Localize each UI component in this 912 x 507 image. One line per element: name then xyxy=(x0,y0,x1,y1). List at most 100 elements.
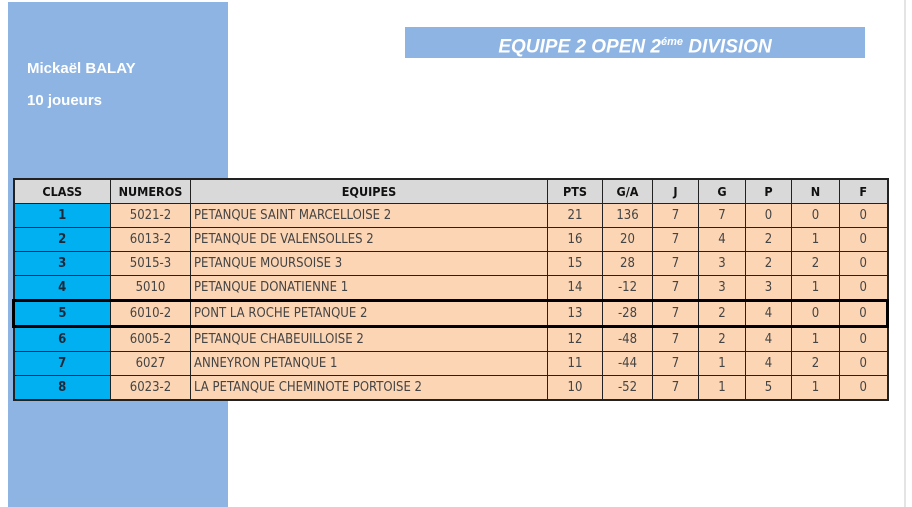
cell-numeros: 6013-2 xyxy=(110,227,191,252)
table-row: 7 6027 ANNEYRON PETANQUE 1 11 -44 7 1 4 2 0 xyxy=(13,351,888,376)
cell-n: 2 xyxy=(791,251,840,276)
cell-numeros: 6023-2 xyxy=(110,375,191,401)
cell-p: 2 xyxy=(745,251,792,276)
cell-pts: 15 xyxy=(547,251,603,276)
cell-equipes: PETANQUE DE VALENSOLLES 2 xyxy=(190,227,548,252)
title-prefix: EQUIPE 2 OPEN 2 xyxy=(498,36,661,58)
cell-n: 1 xyxy=(791,227,840,252)
header-ga: G/A xyxy=(602,178,653,204)
cell-f: 0 xyxy=(839,203,888,228)
header-f: F xyxy=(839,178,888,204)
cell-n: 0 xyxy=(791,203,840,228)
cell-pts: 16 xyxy=(547,227,603,252)
cell-numeros: 6005-2 xyxy=(110,326,191,352)
cell-equipes: ANNEYRON PETANQUE 1 xyxy=(190,351,548,376)
cell-f: 0 xyxy=(839,275,888,301)
cell-g: 1 xyxy=(698,351,746,376)
cell-j: 7 xyxy=(652,326,699,352)
title-superscript: éme xyxy=(660,36,683,48)
cell-ga: -48 xyxy=(602,326,653,352)
cell-ga: 20 xyxy=(602,227,653,252)
cell-class: 1 xyxy=(13,203,111,228)
cell-f: 0 xyxy=(839,375,888,401)
header-p: P xyxy=(745,178,792,204)
cell-f: 0 xyxy=(839,227,888,252)
title-suffix: DIVISION xyxy=(682,36,772,58)
cell-n: 1 xyxy=(791,326,840,352)
cell-p: 2 xyxy=(745,227,792,252)
cell-class: 6 xyxy=(13,326,111,352)
cell-p: 4 xyxy=(745,299,792,328)
cell-n: 0 xyxy=(791,299,840,328)
cell-numeros: 5010 xyxy=(110,275,191,301)
cell-g: 3 xyxy=(698,251,746,276)
cell-ga: -28 xyxy=(602,299,653,328)
cell-pts: 13 xyxy=(547,299,603,328)
cell-class: 2 xyxy=(13,227,111,252)
page-edge-divider xyxy=(904,0,906,507)
cell-g: 4 xyxy=(698,227,746,252)
division-title: EQUIPE 2 OPEN 2éme DIVISION xyxy=(405,27,865,58)
cell-class: 7 xyxy=(13,351,111,376)
cell-n: 2 xyxy=(791,351,840,376)
cell-class: 5 xyxy=(12,299,111,328)
cell-ga: -52 xyxy=(602,375,653,401)
cell-numeros: 6010-2 xyxy=(110,299,191,328)
cell-ga: 136 xyxy=(602,203,653,228)
table-row: 6 6005-2 PETANQUE CHABEUILLOISE 2 12 -48 7 2 4 1… xyxy=(13,326,888,352)
cell-equipes: LA PETANQUE CHEMINOTE PORTOISE 2 xyxy=(190,375,548,401)
table-row: 5 6010-2 PONT LA ROCHE PETANQUE 2 13 -28 7 2 4 0… xyxy=(12,299,889,328)
cell-equipes: PETANQUE DONATIENNE 1 xyxy=(190,275,548,301)
cell-p: 3 xyxy=(745,275,792,301)
header-equipes: EQUIPES xyxy=(190,178,548,204)
cell-j: 7 xyxy=(652,251,699,276)
cell-j: 7 xyxy=(652,203,699,228)
captain-name: Mickaël BALAY xyxy=(27,60,136,77)
standings-table: CLASS NUMEROS EQUIPES PTS G/A J G P N F 1 5021-2 PE… xyxy=(12,178,889,401)
table-row: 2 6013-2 PETANQUE DE VALENSOLLES 2 16 20 7 4 2 1… xyxy=(13,227,888,252)
cell-pts: 11 xyxy=(547,351,603,376)
cell-equipes: PETANQUE MOURSOISE 3 xyxy=(190,251,548,276)
cell-ga: -44 xyxy=(602,351,653,376)
cell-n: 1 xyxy=(791,375,840,401)
cell-f: 0 xyxy=(839,299,889,328)
cell-g: 2 xyxy=(698,299,746,328)
cell-g: 3 xyxy=(698,275,746,301)
header-n: N xyxy=(791,178,840,204)
cell-j: 7 xyxy=(652,351,699,376)
cell-numeros: 5021-2 xyxy=(110,203,191,228)
cell-j: 7 xyxy=(652,275,699,301)
table-row: 1 5021-2 PETANQUE SAINT MARCELLOISE 2 21 136… xyxy=(13,203,888,228)
header-numeros: NUMEROS xyxy=(110,178,191,204)
cell-equipes: PONT LA ROCHE PETANQUE 2 xyxy=(190,299,548,328)
cell-p: 0 xyxy=(745,203,792,228)
player-count: 10 joueurs xyxy=(27,92,103,109)
cell-pts: 21 xyxy=(547,203,603,228)
cell-equipes: PETANQUE SAINT MARCELLOISE 2 xyxy=(190,203,548,228)
cell-f: 0 xyxy=(839,326,888,352)
cell-ga: -12 xyxy=(602,275,653,301)
cell-p: 4 xyxy=(745,326,792,352)
cell-pts: 10 xyxy=(547,375,603,401)
cell-numeros: 5015-3 xyxy=(110,251,191,276)
cell-ga: 28 xyxy=(602,251,653,276)
cell-pts: 14 xyxy=(547,275,603,301)
cell-class: 4 xyxy=(13,275,111,301)
cell-g: 2 xyxy=(698,326,746,352)
cell-p: 5 xyxy=(745,375,792,401)
cell-n: 1 xyxy=(791,275,840,301)
table-row: 3 5015-3 PETANQUE MOURSOISE 3 15 28 7 3 2 2 0 xyxy=(13,251,888,276)
cell-f: 0 xyxy=(839,351,888,376)
table-row: 4 5010 PETANQUE DONATIENNE 1 14 -12 7 3 3 1 0 xyxy=(13,275,888,301)
cell-pts: 12 xyxy=(547,326,603,352)
table-header-row: CLASS NUMEROS EQUIPES PTS G/A J G P N F xyxy=(13,178,888,204)
header-class: CLASS xyxy=(13,178,111,204)
cell-g: 1 xyxy=(698,375,746,401)
cell-j: 7 xyxy=(652,299,699,328)
cell-j: 7 xyxy=(652,375,699,401)
cell-g: 7 xyxy=(698,203,746,228)
cell-equipes: PETANQUE CHABEUILLOISE 2 xyxy=(190,326,548,352)
header-g: G xyxy=(698,178,746,204)
header-j: J xyxy=(652,178,699,204)
